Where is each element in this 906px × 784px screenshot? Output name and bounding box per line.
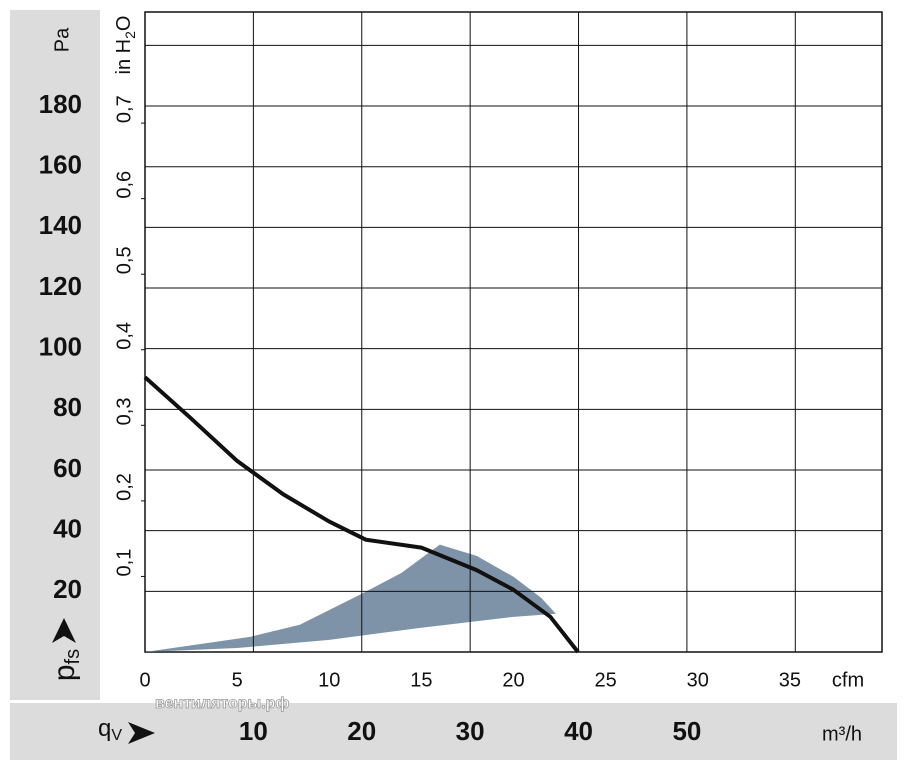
x-label-symbol: q	[98, 715, 111, 742]
x-tick-label: 0	[139, 669, 150, 691]
y-tick-label: 180	[39, 89, 82, 119]
left-panel	[10, 10, 100, 700]
plot-area	[144, 11, 883, 653]
x-unit: cfm	[832, 669, 864, 691]
x-tick-label: 35	[779, 669, 801, 691]
x-tick-label: 25	[595, 669, 617, 691]
y2-unit-main: in H	[113, 39, 135, 75]
x2-tick-label: 40	[564, 716, 593, 746]
operating-area	[145, 544, 556, 652]
x-label: qV	[98, 715, 122, 744]
y2-tick-label: 0,5	[113, 246, 135, 274]
y2-unit-end: O	[113, 16, 135, 32]
y-label-sub: fs	[62, 649, 84, 665]
x-arrow	[128, 722, 155, 744]
x-tick-label: 30	[687, 669, 709, 691]
y-tick-label: 40	[53, 514, 82, 544]
curve	[143, 375, 580, 654]
x-tick-label: 10	[318, 669, 340, 691]
y2-tick-label: 0,3	[113, 398, 135, 426]
y2-tick-label: 0,6	[113, 171, 135, 199]
x2-tick-label: 20	[347, 716, 376, 746]
x-label-sub: V	[111, 727, 122, 744]
y2-unit: in H2O	[113, 16, 137, 75]
y-label-symbol: p	[48, 664, 81, 681]
y-tick-label: 120	[39, 271, 82, 301]
x-tick-label: 20	[502, 669, 524, 691]
y2-unit-sub: 2	[122, 31, 138, 39]
x2-unit: m³/h	[822, 723, 862, 745]
y-unit: Pa	[51, 27, 73, 52]
y2-tick-label: 0,2	[113, 473, 135, 501]
x2-tick-label: 30	[456, 716, 485, 746]
watermark: вентиляторы.рф	[155, 695, 289, 712]
y-arrow	[52, 618, 76, 643]
y-tick-label: 140	[39, 210, 82, 240]
y-tick-label: 100	[39, 332, 82, 362]
y-tick-label: 60	[53, 453, 82, 483]
y-tick-label: 80	[53, 392, 82, 422]
y-label: pfs	[48, 649, 84, 681]
x2-tick-label: 10	[239, 716, 268, 746]
y-tick-label: 160	[39, 150, 82, 180]
x-tick-label: 15	[410, 669, 432, 691]
y2-tick-label: 0,1	[113, 549, 135, 577]
y2-tick-label: 0,4	[113, 322, 135, 350]
x-tick-label: 5	[232, 669, 243, 691]
bottom-panel	[10, 703, 897, 760]
x2-tick-label: 50	[672, 716, 701, 746]
y-tick-label: 20	[53, 574, 82, 604]
y2-tick-label: 0,7	[113, 95, 135, 123]
